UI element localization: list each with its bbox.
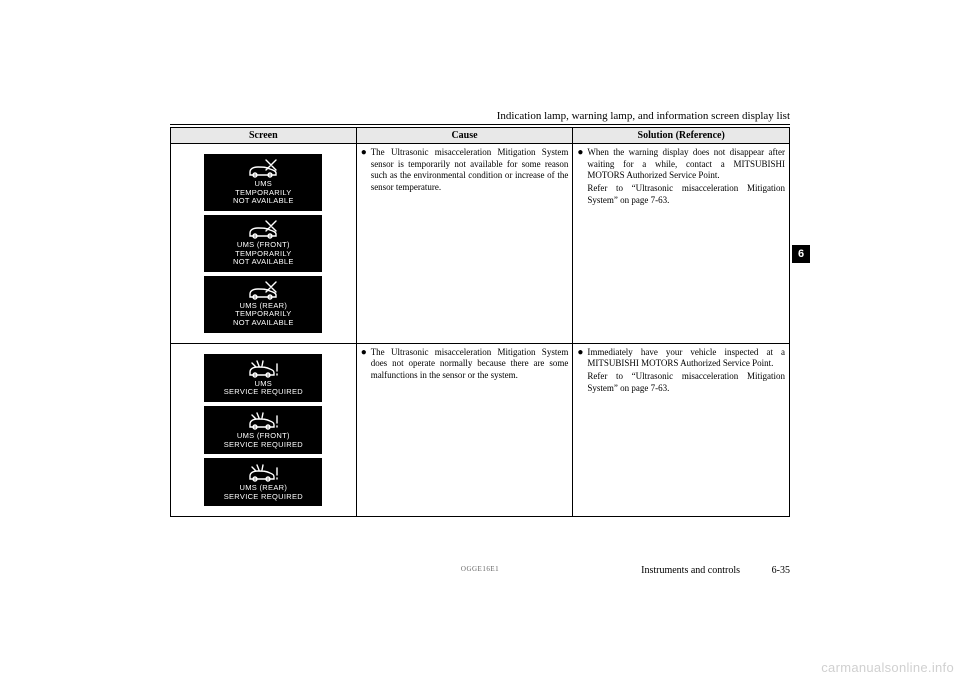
- bullet-icon: ●: [361, 147, 371, 194]
- doc-id: OGGE16E1: [461, 565, 499, 573]
- warning-text: NOT AVAILABLE: [208, 197, 318, 206]
- table-row: UMS TEMPORARILY NOT AVAILABLE UMS (FRONT…: [171, 144, 790, 344]
- chapter-tab: 6: [792, 245, 810, 263]
- solution-reference: Refer to “Ultrasonic misacceleration Mit…: [587, 371, 785, 394]
- solution-cell: ● When the warning display does not disa…: [573, 144, 790, 344]
- warning-table: Screen Cause Solution (Reference) UMS TE…: [170, 127, 790, 517]
- warning-display: UMS (FRONT) SERVICE REQUIRED: [204, 406, 322, 454]
- manual-page: Indication lamp, warning lamp, and infor…: [170, 110, 790, 517]
- warning-display: UMS (FRONT) TEMPORARILY NOT AVAILABLE: [204, 215, 322, 272]
- header-rule: [170, 124, 790, 125]
- page-header-title: Indication lamp, warning lamp, and infor…: [170, 110, 790, 122]
- cause-text: The Ultrasonic misacceleration Mitigatio…: [371, 347, 569, 382]
- warning-text: NOT AVAILABLE: [208, 258, 318, 267]
- screen-cell: UMS TEMPORARILY NOT AVAILABLE UMS (FRONT…: [171, 144, 357, 344]
- warning-display: UMS (REAR) TEMPORARILY NOT AVAILABLE: [204, 276, 322, 333]
- car-cross-icon: [246, 219, 280, 239]
- col-header-solution: Solution (Reference): [573, 128, 790, 144]
- solution-reference: Refer to “Ultrasonic misacceleration Mit…: [587, 183, 785, 206]
- cause-cell: ● The Ultrasonic misacceleration Mitigat…: [356, 144, 573, 344]
- solution-text: Immediately have your vehicle inspected …: [587, 347, 785, 369]
- warning-text: SERVICE REQUIRED: [208, 388, 318, 397]
- bullet-icon: ●: [361, 347, 371, 382]
- bullet-icon: ●: [577, 347, 587, 395]
- warning-display: UMS (REAR) SERVICE REQUIRED: [204, 458, 322, 506]
- bullet-icon: ●: [577, 147, 587, 206]
- car-cross-icon: [246, 158, 280, 178]
- car-bang-icon: [246, 462, 280, 482]
- warning-text: SERVICE REQUIRED: [208, 493, 318, 502]
- warning-text: SERVICE REQUIRED: [208, 441, 318, 450]
- warning-display: UMS TEMPORARILY NOT AVAILABLE: [204, 154, 322, 211]
- car-bang-icon: [246, 358, 280, 378]
- col-header-cause: Cause: [356, 128, 573, 144]
- solution-text: When the warning display does not disapp…: [587, 147, 785, 180]
- footer-page-number: 6-35: [772, 565, 790, 576]
- warning-display: UMS SERVICE REQUIRED: [204, 354, 322, 402]
- footer-section: Instruments and controls: [641, 565, 740, 576]
- watermark: carmanualsonline.info: [821, 660, 954, 675]
- col-header-screen: Screen: [171, 128, 357, 144]
- table-row: UMS SERVICE REQUIRED UMS (FRONT) SERVICE…: [171, 343, 790, 517]
- cause-cell: ● The Ultrasonic misacceleration Mitigat…: [356, 343, 573, 517]
- solution-cell: ● Immediately have your vehicle inspecte…: [573, 343, 790, 517]
- screen-cell: UMS SERVICE REQUIRED UMS (FRONT) SERVICE…: [171, 343, 357, 517]
- car-cross-icon: [246, 280, 280, 300]
- warning-text: NOT AVAILABLE: [208, 319, 318, 328]
- car-bang-icon: [246, 410, 280, 430]
- cause-text: The Ultrasonic misacceleration Mitigatio…: [371, 147, 569, 194]
